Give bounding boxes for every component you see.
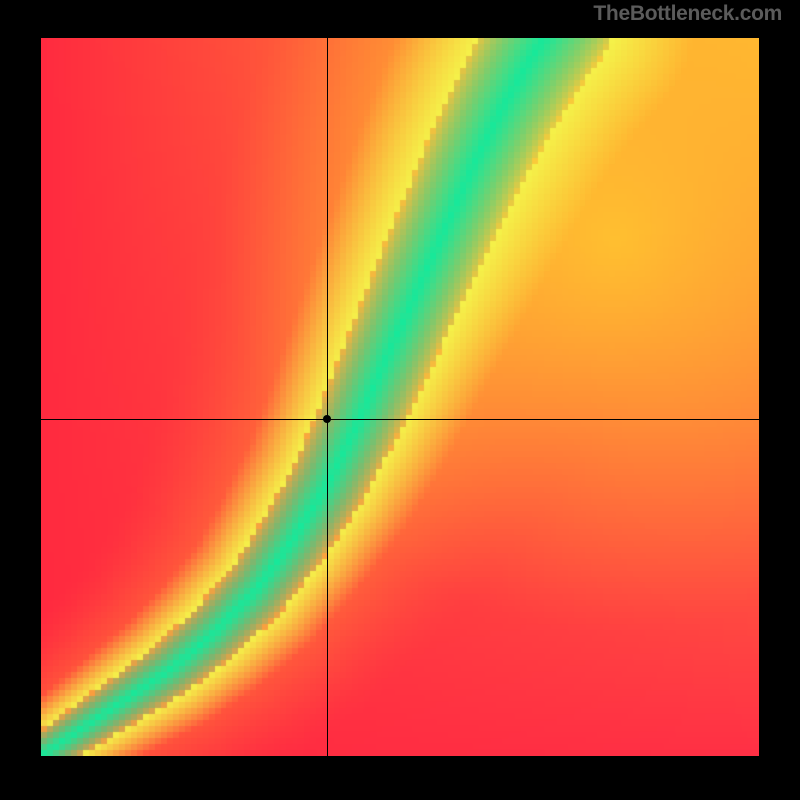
attribution-text: TheBottleneck.com [593, 2, 782, 26]
figure-root: TheBottleneck.com [0, 0, 800, 800]
crosshair-vertical [327, 38, 328, 756]
heatmap-plot [41, 38, 759, 756]
crosshair-marker [323, 415, 331, 423]
crosshair-horizontal [41, 419, 759, 420]
heatmap-canvas [41, 38, 759, 756]
